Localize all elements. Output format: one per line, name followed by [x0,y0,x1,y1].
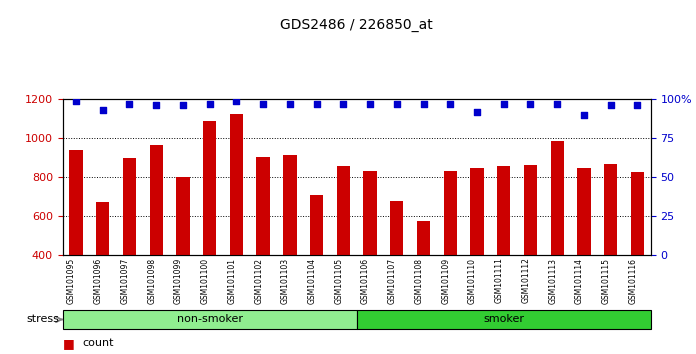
Point [365,101,376,107]
Text: GSM101115: GSM101115 [601,258,610,304]
Point [498,101,509,107]
Bar [283,155,296,333]
Text: non-smoker: non-smoker [177,314,243,325]
Bar [363,171,377,333]
Point [97,107,109,113]
Text: GSM101101: GSM101101 [228,258,237,304]
Bar [256,156,270,333]
Point [471,109,482,114]
Text: GSM101109: GSM101109 [441,258,450,304]
Text: GSM101108: GSM101108 [415,258,424,304]
Bar [497,166,510,333]
Text: GSM101112: GSM101112 [521,258,530,303]
Point [70,98,81,103]
Bar [470,168,484,333]
Bar [356,310,651,329]
Text: stress: stress [26,314,59,325]
Bar [96,202,109,333]
Text: GSM101111: GSM101111 [495,258,504,303]
Bar [443,171,457,333]
Point [150,103,161,108]
Point [391,101,402,107]
Bar [604,164,617,333]
Bar [551,141,564,333]
Bar [176,177,189,333]
Bar [417,221,430,333]
Bar [63,310,356,329]
Bar [230,114,243,333]
Point [525,101,536,107]
Text: GSM101098: GSM101098 [148,258,156,304]
Point [231,98,242,103]
Point [124,101,135,107]
Text: GSM101116: GSM101116 [628,258,638,304]
Bar [203,120,216,333]
Text: GSM101095: GSM101095 [67,258,76,304]
Text: GSM101113: GSM101113 [548,258,557,304]
Point [605,103,616,108]
Point [177,103,189,108]
Text: GSM101114: GSM101114 [575,258,584,304]
Text: GSM101104: GSM101104 [308,258,317,304]
Point [578,112,590,118]
Point [552,101,563,107]
Point [258,101,269,107]
Text: ■: ■ [63,337,74,350]
Bar [150,145,163,333]
Text: GSM101102: GSM101102 [254,258,263,304]
Text: GDS2486 / 226850_at: GDS2486 / 226850_at [280,18,433,32]
Point [632,103,643,108]
Text: GSM101097: GSM101097 [120,258,129,304]
Text: GSM101110: GSM101110 [468,258,477,304]
Text: GSM101107: GSM101107 [388,258,397,304]
Bar [631,172,644,333]
Text: count: count [82,338,113,348]
Text: smoker: smoker [483,314,524,325]
Point [204,101,215,107]
Point [338,101,349,107]
Bar [577,168,591,333]
Bar [337,166,350,333]
Bar [310,195,323,333]
Point [311,101,322,107]
Bar [122,158,136,333]
Point [284,101,295,107]
Point [445,101,456,107]
Text: GSM101106: GSM101106 [361,258,370,304]
Point [418,101,429,107]
Bar [524,165,537,333]
Text: GSM101100: GSM101100 [200,258,209,304]
Bar [70,150,83,333]
Text: GSM101103: GSM101103 [281,258,290,304]
Text: GSM101096: GSM101096 [94,258,103,304]
Bar [390,201,404,333]
Text: GSM101105: GSM101105 [334,258,343,304]
Text: GSM101099: GSM101099 [174,258,183,304]
